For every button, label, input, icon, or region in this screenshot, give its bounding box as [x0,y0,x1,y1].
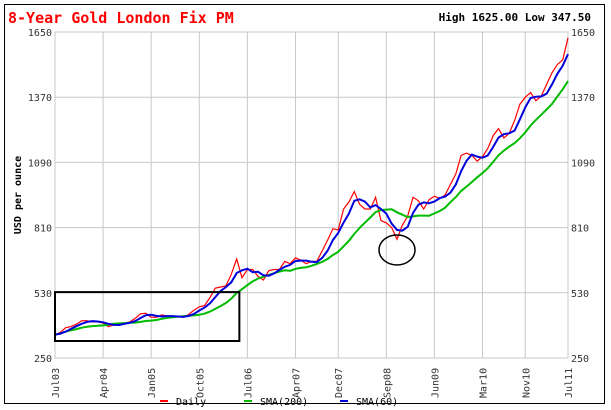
x-tick-label: Jul06 [243,368,254,398]
y-tick-label-left: 1370 [28,93,52,104]
legend-label: SMA(60) [356,397,398,408]
daily-line [54,37,569,336]
y-tick-label-left: 250 [34,354,52,365]
y-tick-label-right: 1090 [571,158,595,169]
plot-area [54,31,569,359]
x-tick-label: Apr04 [99,368,110,398]
x-tick-label: Dec07 [334,368,345,398]
x-tick-label: Jun09 [430,368,441,398]
legend-label: Daily [176,397,206,408]
y-axis-label: USD per ounce [13,156,24,234]
legend-label: SMA(200) [260,397,308,408]
x-tick-label: Nov10 [521,368,532,398]
x-tick-label: Mar10 [479,368,490,398]
high-low-readout: High 1625.00 Low 347.50 [438,11,591,24]
sma60-line [54,53,569,336]
annotation-circle [378,234,416,266]
chart-frame [4,4,605,404]
x-tick-label: Jul03 [51,368,62,398]
annotation-rectangle [54,291,241,343]
y-tick-label-left: 1090 [28,158,52,169]
y-tick-label-right: 530 [571,289,589,300]
chart-title: 8-Year Gold London Fix PM [8,9,234,27]
x-tick-label: Apr07 [291,368,302,398]
y-tick-label-left: 1650 [28,28,52,39]
x-tick-label: Sep08 [382,368,393,398]
y-tick-label-left: 810 [34,224,52,235]
x-tick-label: Oct05 [195,368,206,398]
sma200-line [54,80,569,336]
y-tick-label-right: 810 [571,224,589,235]
x-tick-label: Jul11 [564,368,575,398]
y-tick-label-right: 1650 [571,28,595,39]
y-tick-label-right: 250 [571,354,589,365]
y-tick-label-right: 1370 [571,93,595,104]
x-tick-label: Jan05 [147,368,158,398]
y-tick-label-left: 530 [34,289,52,300]
